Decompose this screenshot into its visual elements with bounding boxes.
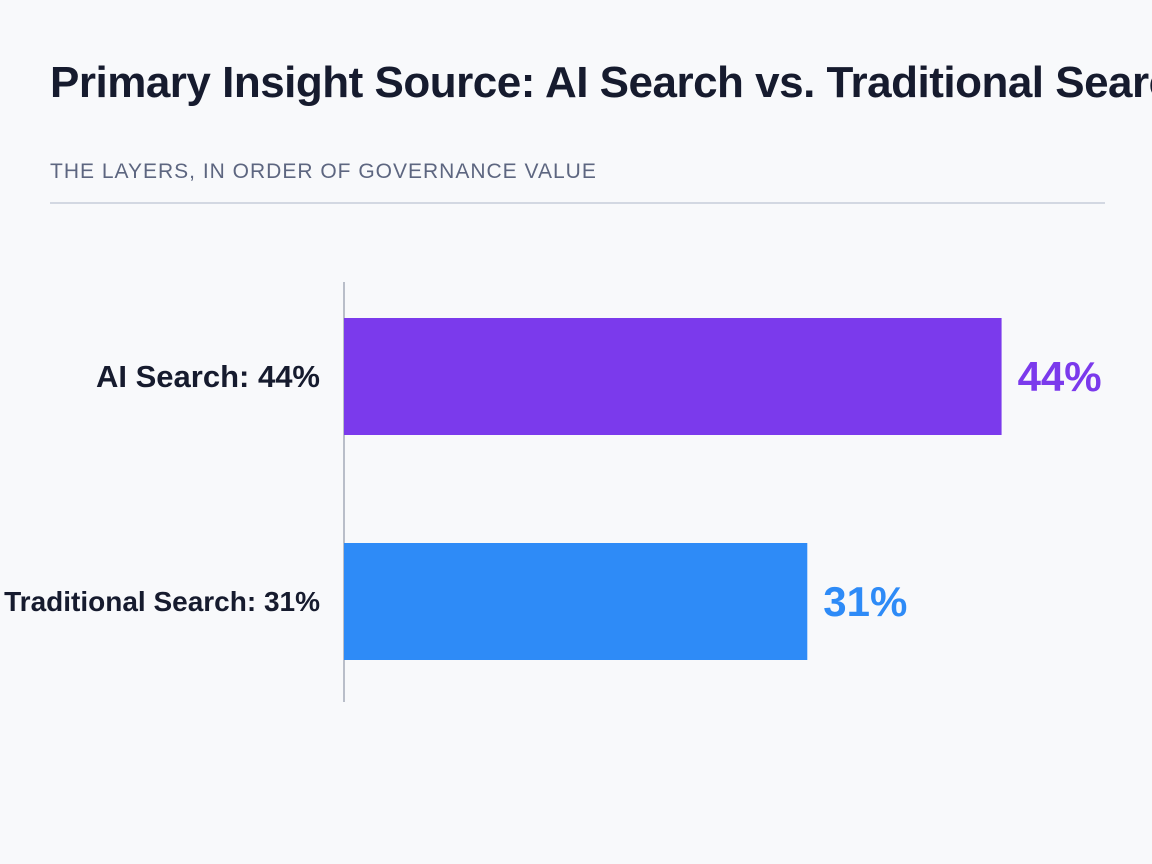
value-label-0: 44% (1018, 353, 1102, 400)
category-label-1: Traditional Search: 31% (4, 586, 320, 617)
category-label-0: AI Search: 44% (96, 359, 320, 394)
value-label-1: 31% (823, 578, 907, 625)
chart-title: Primary Insight Source: AI Search vs. Tr… (50, 58, 1152, 107)
header-divider (50, 202, 1105, 204)
bar-1 (344, 543, 808, 660)
bars-group: AI Search: 44% 44% Traditional Search: 31%… (4, 318, 1102, 660)
bar-0 (344, 318, 1002, 435)
chart-subtitle: THE LAYERS, IN ORDER OF GOVERNANCE VALUE (50, 160, 597, 183)
